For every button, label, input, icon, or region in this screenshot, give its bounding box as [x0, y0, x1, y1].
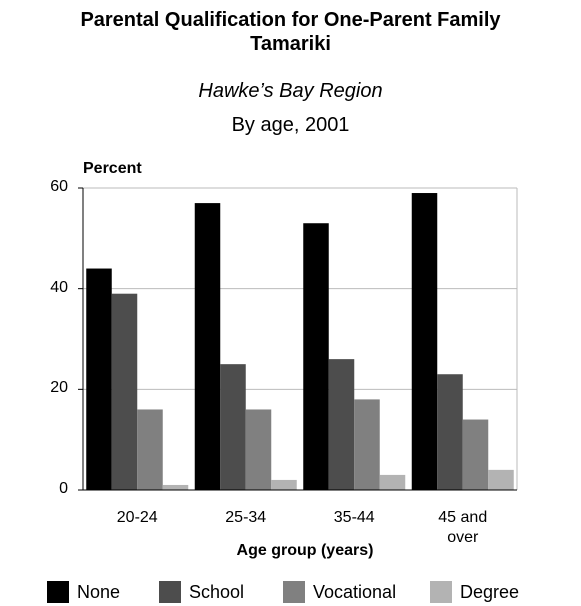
legend-swatch: [47, 581, 69, 603]
bar: [328, 359, 355, 490]
y-tick-label: 40: [50, 278, 68, 296]
x-tick-label: 25-34: [225, 509, 267, 526]
x-tick-label: 35-44: [333, 509, 375, 526]
bar: [488, 469, 514, 490]
legend-label: Vocational: [313, 582, 397, 602]
bar: [111, 293, 138, 490]
legend-label: Degree: [460, 582, 520, 602]
bar: [220, 364, 246, 490]
y-tick-label: 0: [59, 480, 68, 497]
bar: [194, 203, 221, 490]
chart-title: Parental Qualification for One-Parent Fa…: [80, 9, 501, 55]
bar: [462, 419, 489, 490]
legend-label: None: [77, 582, 121, 602]
bar: [354, 399, 380, 490]
legend-label: School: [189, 582, 245, 602]
legend-swatch: [430, 581, 452, 603]
legend-swatch: [283, 581, 305, 603]
legend-swatch: [159, 581, 181, 603]
bar: [86, 268, 112, 490]
subtitle: By age, 2001: [231, 114, 350, 136]
bar: [271, 479, 297, 490]
bar: [162, 484, 189, 490]
bar: [379, 474, 406, 490]
bar: [437, 374, 463, 490]
y-tick-label: 20: [50, 379, 68, 397]
x-axis-label: Age group (years): [236, 542, 374, 559]
bar: [411, 193, 438, 491]
bar: [245, 409, 272, 490]
bar: [303, 223, 329, 490]
y-axis-label: Percent: [83, 160, 142, 177]
bar: [137, 409, 163, 490]
x-tick-label: 45 and over: [438, 509, 488, 546]
y-tick-label: 60: [50, 178, 68, 195]
x-tick-label: 20-24: [116, 509, 158, 526]
subtitle: Hawke’s Bay Region: [198, 80, 383, 102]
